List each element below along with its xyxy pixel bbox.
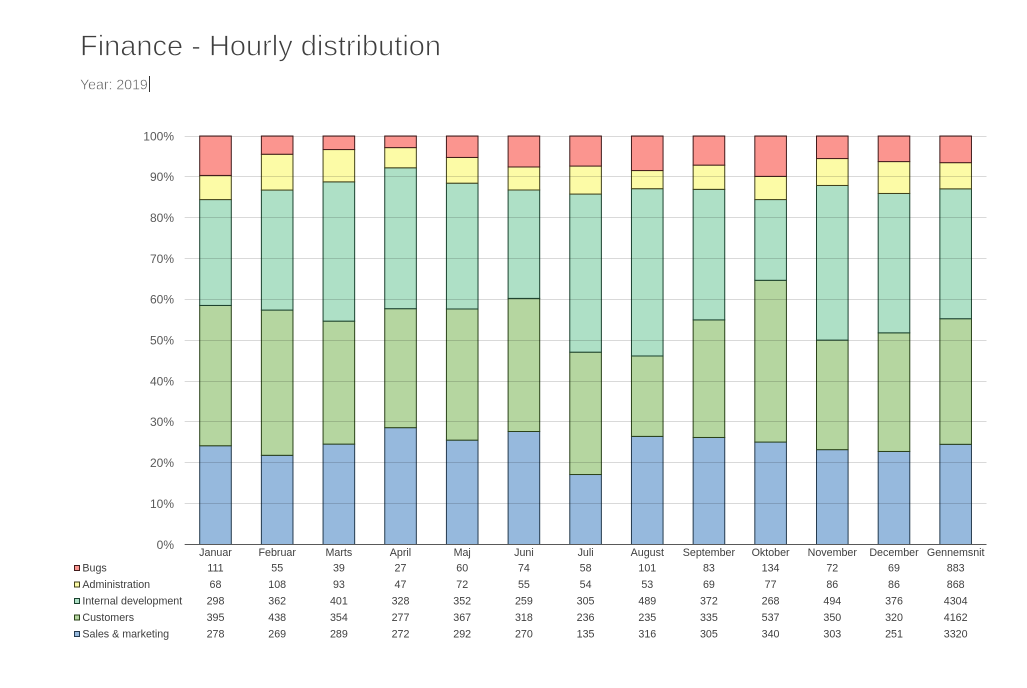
svg-text:537: 537 — [762, 612, 780, 624]
svg-text:298: 298 — [207, 596, 225, 608]
svg-text:494: 494 — [823, 596, 841, 608]
svg-text:50%: 50% — [150, 334, 174, 348]
svg-text:72: 72 — [456, 579, 468, 591]
svg-text:277: 277 — [392, 612, 410, 624]
svg-text:335: 335 — [700, 612, 718, 624]
svg-text:55: 55 — [518, 579, 530, 591]
svg-text:27: 27 — [395, 563, 407, 575]
svg-text:251: 251 — [885, 629, 903, 641]
svg-text:Gennemsnit: Gennemsnit — [927, 547, 985, 559]
svg-text:83: 83 — [703, 563, 715, 575]
svg-text:272: 272 — [392, 629, 410, 641]
svg-text:268: 268 — [762, 596, 780, 608]
svg-text:134: 134 — [762, 563, 780, 575]
svg-text:70%: 70% — [150, 252, 174, 266]
svg-text:58: 58 — [580, 563, 592, 575]
svg-text:438: 438 — [268, 612, 286, 624]
svg-text:69: 69 — [888, 563, 900, 575]
svg-text:54: 54 — [580, 579, 592, 591]
svg-text:Marts: Marts — [326, 547, 353, 559]
svg-text:Administration: Administration — [82, 579, 150, 591]
svg-text:101: 101 — [638, 563, 656, 575]
svg-text:376: 376 — [885, 596, 903, 608]
svg-text:350: 350 — [823, 612, 841, 624]
svg-text:278: 278 — [207, 629, 225, 641]
svg-text:289: 289 — [330, 629, 348, 641]
svg-text:259: 259 — [515, 596, 533, 608]
svg-text:53: 53 — [641, 579, 653, 591]
svg-text:372: 372 — [700, 596, 718, 608]
svg-text:Juli: Juli — [578, 547, 594, 559]
svg-text:305: 305 — [577, 596, 595, 608]
svg-text:270: 270 — [515, 629, 533, 641]
svg-text:47: 47 — [395, 579, 407, 591]
svg-text:3320: 3320 — [944, 629, 968, 641]
svg-text:320: 320 — [885, 612, 903, 624]
svg-text:Maj: Maj — [454, 547, 471, 559]
svg-text:111: 111 — [207, 563, 223, 575]
svg-text:235: 235 — [638, 612, 656, 624]
svg-text:86: 86 — [826, 579, 838, 591]
svg-text:77: 77 — [765, 579, 777, 591]
svg-text:39: 39 — [333, 563, 345, 575]
svg-text:90%: 90% — [150, 170, 174, 184]
svg-text:Januar: Januar — [199, 547, 232, 559]
svg-text:80%: 80% — [150, 211, 174, 225]
svg-text:489: 489 — [638, 596, 656, 608]
svg-text:883: 883 — [947, 563, 965, 575]
svg-text:303: 303 — [823, 629, 841, 641]
svg-text:December: December — [869, 547, 919, 559]
svg-text:354: 354 — [330, 612, 348, 624]
svg-text:55: 55 — [271, 563, 283, 575]
svg-text:Sales & marketing: Sales & marketing — [82, 629, 169, 641]
svg-text:Bugs: Bugs — [82, 563, 106, 575]
svg-text:60%: 60% — [150, 293, 174, 307]
svg-text:4304: 4304 — [944, 596, 968, 608]
svg-text:69: 69 — [703, 579, 715, 591]
svg-text:10%: 10% — [150, 497, 174, 511]
svg-text:September: September — [683, 547, 736, 559]
svg-text:367: 367 — [453, 612, 471, 624]
svg-text:68: 68 — [210, 579, 222, 591]
svg-text:340: 340 — [762, 629, 780, 641]
svg-text:0%: 0% — [157, 538, 175, 552]
svg-text:Year: 2019: Year: 2019 — [80, 78, 148, 94]
svg-text:108: 108 — [268, 579, 286, 591]
svg-text:328: 328 — [392, 596, 410, 608]
svg-text:236: 236 — [577, 612, 595, 624]
svg-text:316: 316 — [638, 629, 656, 641]
svg-text:November: November — [808, 547, 858, 559]
svg-text:Finance - Hourly distribution: Finance - Hourly distribution — [80, 31, 441, 63]
svg-text:Oktober: Oktober — [752, 547, 790, 559]
svg-text:135: 135 — [577, 629, 595, 641]
svg-text:40%: 40% — [150, 374, 174, 388]
svg-text:Februar: Februar — [258, 547, 296, 559]
svg-text:April: April — [390, 547, 411, 559]
svg-text:401: 401 — [330, 596, 348, 608]
svg-text:868: 868 — [947, 579, 965, 591]
svg-text:305: 305 — [700, 629, 718, 641]
svg-text:72: 72 — [826, 563, 838, 575]
svg-text:60: 60 — [456, 563, 468, 575]
svg-text:292: 292 — [453, 629, 471, 641]
svg-text:Juni: Juni — [514, 547, 534, 559]
svg-text:100%: 100% — [143, 129, 174, 143]
svg-text:318: 318 — [515, 612, 533, 624]
svg-text:395: 395 — [207, 612, 225, 624]
svg-text:93: 93 — [333, 579, 345, 591]
svg-text:August: August — [631, 547, 664, 559]
svg-text:4162: 4162 — [944, 612, 968, 624]
svg-text:30%: 30% — [150, 415, 174, 429]
svg-text:269: 269 — [268, 629, 286, 641]
svg-text:74: 74 — [518, 563, 530, 575]
svg-text:86: 86 — [888, 579, 900, 591]
svg-text:20%: 20% — [150, 456, 174, 470]
svg-text:352: 352 — [453, 596, 471, 608]
svg-text:362: 362 — [268, 596, 286, 608]
svg-text:Internal development: Internal development — [82, 596, 182, 608]
svg-text:Customers: Customers — [82, 612, 134, 624]
